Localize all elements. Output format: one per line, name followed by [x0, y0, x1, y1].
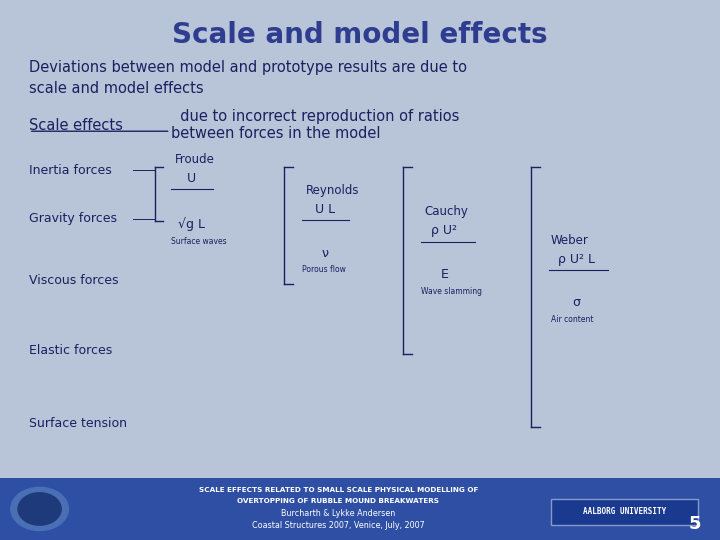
Text: Scale effects: Scale effects [29, 118, 122, 133]
Text: Burcharth & Lykke Andersen: Burcharth & Lykke Andersen [282, 509, 395, 517]
Text: Elastic forces: Elastic forces [29, 345, 112, 357]
Text: Scale and model effects: Scale and model effects [172, 21, 548, 49]
Text: √g L: √g L [178, 217, 205, 231]
Text: Wave slamming: Wave slamming [421, 287, 482, 296]
Text: Surface waves: Surface waves [171, 238, 227, 246]
Text: Froude: Froude [175, 153, 215, 166]
Text: Weber: Weber [551, 234, 589, 247]
Text: σ: σ [572, 296, 580, 309]
Text: 5: 5 [688, 515, 701, 533]
Text: U: U [187, 172, 196, 185]
Text: Porous flow: Porous flow [302, 265, 346, 274]
Text: U L: U L [315, 202, 336, 215]
Text: Coastal Structures 2007, Venice, July, 2007: Coastal Structures 2007, Venice, July, 2… [252, 521, 425, 530]
Text: Gravity forces: Gravity forces [29, 212, 117, 225]
Text: E: E [441, 267, 448, 281]
FancyBboxPatch shape [551, 499, 698, 525]
Text: AALBORG UNIVERSITY: AALBORG UNIVERSITY [583, 508, 667, 516]
Text: Reynolds: Reynolds [306, 184, 359, 197]
Text: Deviations between model and prototype results are due to
scale and model effect: Deviations between model and prototype r… [29, 60, 467, 96]
Text: Cauchy: Cauchy [425, 205, 469, 219]
Circle shape [18, 492, 61, 525]
Text: Air content: Air content [551, 315, 593, 324]
Circle shape [11, 487, 68, 530]
Text: Surface tension: Surface tension [29, 417, 127, 430]
Bar [0, 478, 720, 540]
Text: SCALE EFFECTS RELATED TO SMALL SCALE PHYSICAL MODELLING OF: SCALE EFFECTS RELATED TO SMALL SCALE PHY… [199, 487, 478, 493]
Text: ρ U²: ρ U² [431, 224, 457, 237]
Text: OVERTOPPING OF RUBBLE MOUND BREAKWATERS: OVERTOPPING OF RUBBLE MOUND BREAKWATERS [238, 497, 439, 504]
Text: due to incorrect reproduction of ratios
between forces in the model: due to incorrect reproduction of ratios … [171, 109, 460, 141]
Text: ρ U² L: ρ U² L [557, 253, 595, 266]
Text: ν: ν [322, 247, 329, 260]
Text: Inertia forces: Inertia forces [29, 164, 112, 177]
Text: Viscous forces: Viscous forces [29, 274, 118, 287]
